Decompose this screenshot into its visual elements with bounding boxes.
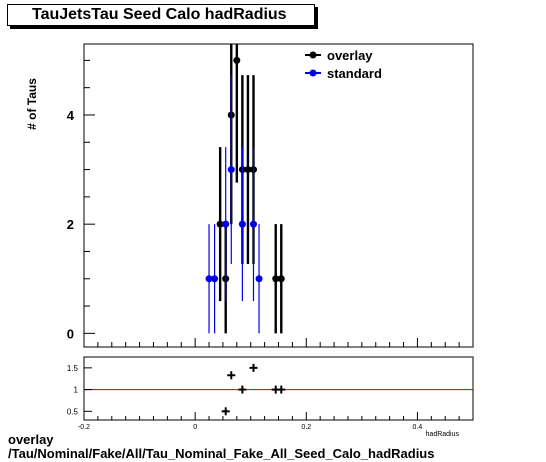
legend-label-standard: standard — [327, 66, 382, 81]
ratio-y-tick-label: 0.5 — [67, 407, 79, 416]
caption-line-1: overlay — [8, 432, 54, 447]
ratio-y-tick-label: 1.5 — [67, 364, 79, 373]
chart-title-box: TauJetsTau Seed Calo hadRadius — [7, 4, 315, 26]
x-tick-label: 0.2 — [301, 424, 311, 431]
data-point-standard — [255, 275, 263, 283]
data-point-overlay — [216, 220, 224, 228]
main-plot-frame — [83, 43, 474, 348]
caption-line-2: /Tau/Nominal/Fake/All/Tau_Nominal_Fake_A… — [8, 446, 435, 461]
legend-marker-overlay — [309, 51, 317, 59]
chart-title: TauJetsTau Seed Calo hadRadius — [32, 6, 287, 23]
data-point-standard — [238, 220, 246, 228]
data-point-standard — [227, 166, 235, 174]
x-tick-label: 0.4 — [413, 424, 423, 431]
data-point-standard — [205, 275, 213, 283]
y-tick-label: 4 — [67, 108, 75, 123]
data-point-overlay — [277, 275, 285, 283]
data-point-standard — [222, 220, 230, 228]
y-axis-label: # of Taus — [25, 78, 39, 130]
x-axis-label: hadRadius — [426, 431, 460, 438]
legend-label-overlay: overlay — [327, 48, 373, 63]
data-point-standard — [211, 275, 219, 283]
data-point-overlay — [272, 275, 280, 283]
legend-marker-standard — [309, 69, 317, 77]
ratio-y-tick-label: 1 — [74, 386, 79, 395]
ratio-plot-frame — [83, 356, 474, 421]
data-point-overlay — [244, 166, 252, 174]
data-point-overlay — [233, 56, 241, 64]
x-tick-label: 0 — [193, 424, 197, 431]
data-point-standard — [249, 220, 257, 228]
y-tick-label: 2 — [67, 217, 74, 232]
x-tick-label: -0.2 — [78, 424, 90, 431]
y-tick-label: 0 — [67, 326, 74, 341]
